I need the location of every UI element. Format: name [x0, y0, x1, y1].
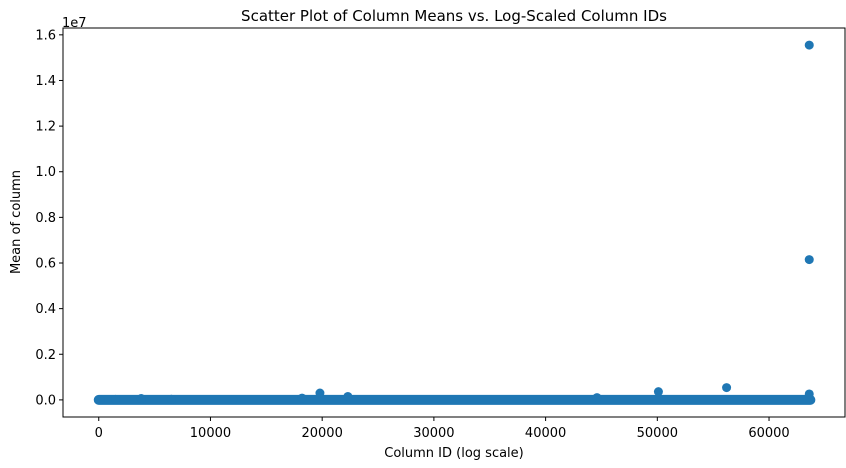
chart-title: Scatter Plot of Column Means vs. Log-Sca… — [241, 7, 667, 25]
y-tick-label: 0.4 — [35, 302, 56, 317]
plot-area — [62, 27, 846, 418]
y-tick-label: 0.2 — [35, 348, 56, 363]
x-axis-title: Column ID (log scale) — [384, 446, 523, 461]
data-points — [93, 40, 816, 405]
y-tick-label: 1.0 — [35, 165, 56, 180]
y-tick-label: 0.6 — [35, 256, 56, 271]
scatter-point — [315, 388, 325, 398]
x-tick-label: 60000 — [748, 426, 789, 441]
scatter-point — [95, 395, 105, 405]
x-tick-label: 10000 — [190, 426, 231, 441]
x-tick-label: 30000 — [413, 426, 454, 441]
scatter-point — [166, 394, 176, 404]
y-tick-label: 1.4 — [35, 74, 56, 89]
scatter-point — [297, 393, 307, 403]
scatter-point — [592, 393, 602, 403]
scatter-point — [111, 394, 121, 404]
scatter-point — [804, 389, 814, 399]
x-axis: 0 10000 20000 30000 40000 50000 60000 — [95, 417, 790, 441]
y-tick-label: 0.0 — [35, 393, 56, 408]
scatter-point — [722, 383, 732, 393]
scatter-point — [653, 387, 663, 397]
x-tick-label: 50000 — [637, 426, 678, 441]
x-tick-label: 20000 — [301, 426, 342, 441]
scatter-point — [136, 394, 146, 404]
scatter-point — [804, 255, 814, 265]
scatter-point — [343, 391, 353, 401]
scatter-point — [228, 395, 238, 405]
y-tick-label: 1.2 — [35, 120, 56, 135]
y-axis-title: Mean of column — [9, 170, 24, 274]
y-offset-label: 1e7 — [62, 16, 87, 31]
y-axis: 0.0 0.2 0.4 0.6 0.8 1.0 1.2 1.4 1.6 — [35, 28, 63, 408]
y-tick-label: 0.8 — [35, 211, 56, 226]
y-tick-label: 1.6 — [35, 28, 56, 43]
x-tick-label: 40000 — [525, 426, 566, 441]
x-tick-label: 0 — [95, 426, 103, 441]
scatter-point — [804, 40, 814, 50]
